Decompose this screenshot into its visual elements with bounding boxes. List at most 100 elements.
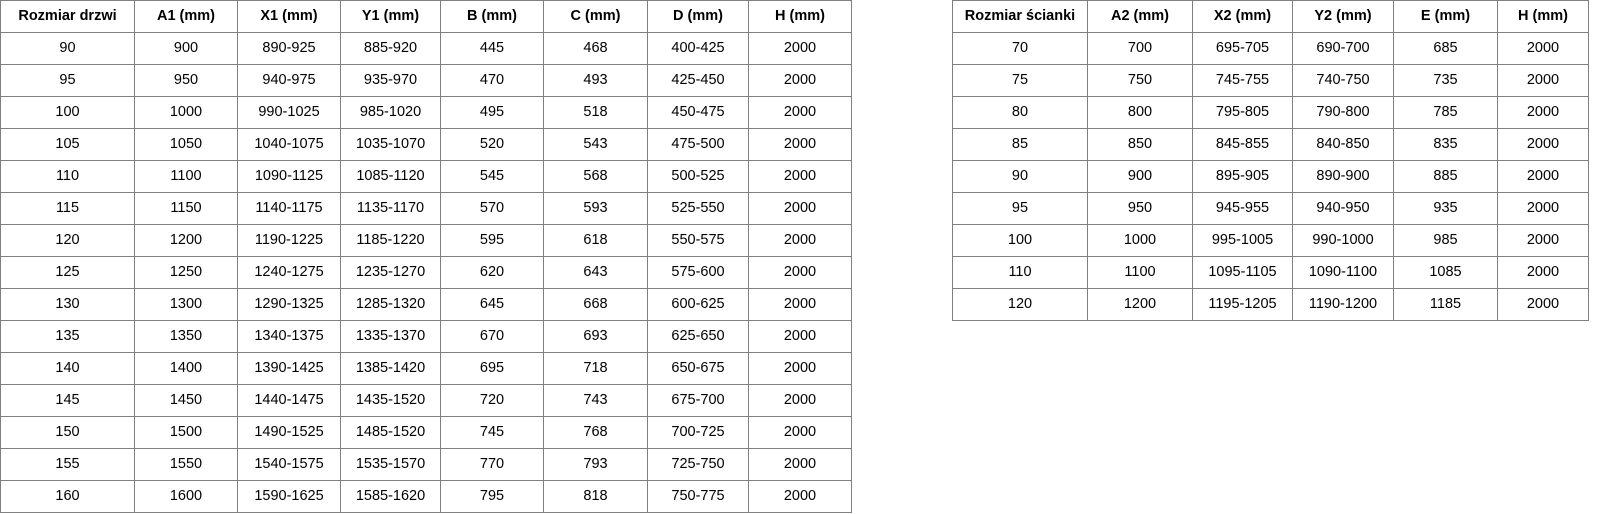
table-row: 155 1550 1540-1575 1535-1570 770 793 725-750 20… <box>0 448 852 481</box>
table-cell: 800 <box>1087 96 1193 129</box>
table-cell: 795 <box>440 480 544 513</box>
table-cell: 100 <box>952 224 1088 257</box>
table-cell: 2000 <box>1497 160 1589 193</box>
panels-dimensions-table: Rozmiar ścianki A2 (mm) X2 (mm) Y2 (mm) E (m… <box>952 0 1589 321</box>
table-cell: 1290-1325 <box>237 288 341 321</box>
table-cell: 570 <box>440 192 544 225</box>
table-cell: 1200 <box>134 224 238 257</box>
table-cell: 690-700 <box>1292 32 1394 65</box>
table-cell: 2000 <box>1497 64 1589 97</box>
table-cell: 1390-1425 <box>237 352 341 385</box>
table-cell: 1400 <box>134 352 238 385</box>
table-cell: 1585-1620 <box>340 480 441 513</box>
table-cell: 470 <box>440 64 544 97</box>
table-cell: 70 <box>952 32 1088 65</box>
table-cell: 2000 <box>1497 32 1589 65</box>
table-cell: 568 <box>543 160 648 193</box>
panels-dimensions-table-container: Rozmiar ścianki A2 (mm) X2 (mm) Y2 (mm) E (m… <box>952 0 1589 321</box>
table-cell: 120 <box>952 288 1088 321</box>
table-cell: 145 <box>0 384 135 417</box>
table-row: 135 1350 1340-1375 1335-1370 670 693 625-650 20… <box>0 320 852 353</box>
table-cell: 1340-1375 <box>237 320 341 353</box>
table-cell: 2000 <box>1497 288 1589 321</box>
table-cell: 1300 <box>134 288 238 321</box>
table-cell: 550-575 <box>647 224 749 257</box>
column-header: Y1 (mm) <box>340 0 441 33</box>
table-cell: 1185-1220 <box>340 224 441 257</box>
table-cell: 790-800 <box>1292 96 1394 129</box>
table-row: 140 1400 1390-1425 1385-1420 695 718 650-675 20… <box>0 352 852 385</box>
table-cell: 850 <box>1087 128 1193 161</box>
table-row: 75 750 745-755 740-750 735 2000 <box>952 64 1589 97</box>
table-row: 100 1000 995-1005 990-1000 985 2000 <box>952 224 1589 257</box>
table-cell: 1335-1370 <box>340 320 441 353</box>
table-row: 100 1000 990-1025 985-1020 495 518 450-475 2000 <box>0 96 852 129</box>
table-cell: 85 <box>952 128 1088 161</box>
table-cell: 110 <box>0 160 135 193</box>
column-header: D (mm) <box>647 0 749 33</box>
column-header: A2 (mm) <box>1087 0 1193 33</box>
column-header: Rozmiar ścianki <box>952 0 1088 33</box>
table-row: 105 1050 1040-1075 1035-1070 520 543 475-500 20… <box>0 128 852 161</box>
table-cell: 718 <box>543 352 648 385</box>
table-cell: 595 <box>440 224 544 257</box>
table-cell: 885 <box>1393 160 1498 193</box>
table-cell: 1350 <box>134 320 238 353</box>
table-cell: 645 <box>440 288 544 321</box>
table-cell: 2000 <box>748 128 852 161</box>
table-cell: 500-525 <box>647 160 749 193</box>
table-cell: 1140-1175 <box>237 192 341 225</box>
table-cell: 1135-1170 <box>340 192 441 225</box>
table-row: 130 1300 1290-1325 1285-1320 645 668 600-625 20… <box>0 288 852 321</box>
table-cell: 545 <box>440 160 544 193</box>
table-cell: 600-625 <box>647 288 749 321</box>
table-row: 95 950 945-955 940-950 935 2000 <box>952 192 1589 225</box>
table-cell: 700-725 <box>647 416 749 449</box>
table-cell: 950 <box>1087 192 1193 225</box>
table-cell: 885-920 <box>340 32 441 65</box>
table-cell: 985-1020 <box>340 96 441 129</box>
doors-dimensions-table: Rozmiar drzwi A1 (mm) X1 (mm) Y1 (mm) B (mm)… <box>0 0 852 513</box>
table-cell: 2000 <box>748 224 852 257</box>
table-cell: 650-675 <box>647 352 749 385</box>
table-cell: 735 <box>1393 64 1498 97</box>
column-header: A1 (mm) <box>134 0 238 33</box>
table-row: 150 1500 1490-1525 1485-1520 745 768 700-725 20… <box>0 416 852 449</box>
table-cell: 1100 <box>1087 256 1193 289</box>
table-cell: 1500 <box>134 416 238 449</box>
table-cell: 425-450 <box>647 64 749 97</box>
table-cell: 2000 <box>748 64 852 97</box>
table-cell: 1550 <box>134 448 238 481</box>
panels-table-body: 70 700 695-705 690-700 685 2000 75 750 745-755 74… <box>952 32 1589 321</box>
table-cell: 593 <box>543 192 648 225</box>
table-cell: 725-750 <box>647 448 749 481</box>
table-cell: 1185 <box>1393 288 1498 321</box>
table-cell: 950 <box>134 64 238 97</box>
table-cell: 150 <box>0 416 135 449</box>
table-cell: 643 <box>543 256 648 289</box>
table-cell: 620 <box>440 256 544 289</box>
table-cell: 1490-1525 <box>237 416 341 449</box>
table-cell: 2000 <box>1497 96 1589 129</box>
table-row: 115 1150 1140-1175 1135-1170 570 593 525-550 20… <box>0 192 852 225</box>
table-cell: 2000 <box>748 384 852 417</box>
table-cell: 90 <box>952 160 1088 193</box>
table-cell: 115 <box>0 192 135 225</box>
table-cell: 2000 <box>748 256 852 289</box>
table-cell: 525-550 <box>647 192 749 225</box>
table-cell: 940-950 <box>1292 192 1394 225</box>
table-header-row: Rozmiar drzwi A1 (mm) X1 (mm) Y1 (mm) B (mm)… <box>0 0 852 33</box>
table-cell: 695 <box>440 352 544 385</box>
table-cell: 1000 <box>134 96 238 129</box>
table-cell: 2000 <box>748 448 852 481</box>
table-cell: 900 <box>134 32 238 65</box>
table-cell: 1200 <box>1087 288 1193 321</box>
table-cell: 745-755 <box>1192 64 1293 97</box>
table-cell: 95 <box>952 192 1088 225</box>
column-header: H (mm) <box>748 0 852 33</box>
table-cell: 740-750 <box>1292 64 1394 97</box>
table-cell: 468 <box>543 32 648 65</box>
table-cell: 475-500 <box>647 128 749 161</box>
table-cell: 90 <box>0 32 135 65</box>
table-cell: 745 <box>440 416 544 449</box>
